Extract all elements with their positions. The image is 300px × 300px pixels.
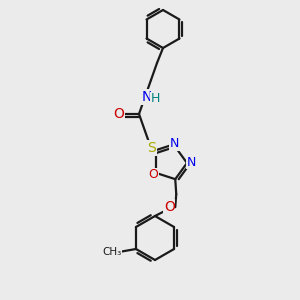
Text: O: O [148,169,158,182]
Text: O: O [164,200,175,214]
Text: O: O [114,107,124,121]
Text: CH₃: CH₃ [102,247,122,257]
Text: N: N [186,155,196,169]
Text: S: S [148,141,156,155]
Text: H: H [150,92,160,106]
Text: N: N [142,90,152,104]
Text: N: N [169,137,179,150]
